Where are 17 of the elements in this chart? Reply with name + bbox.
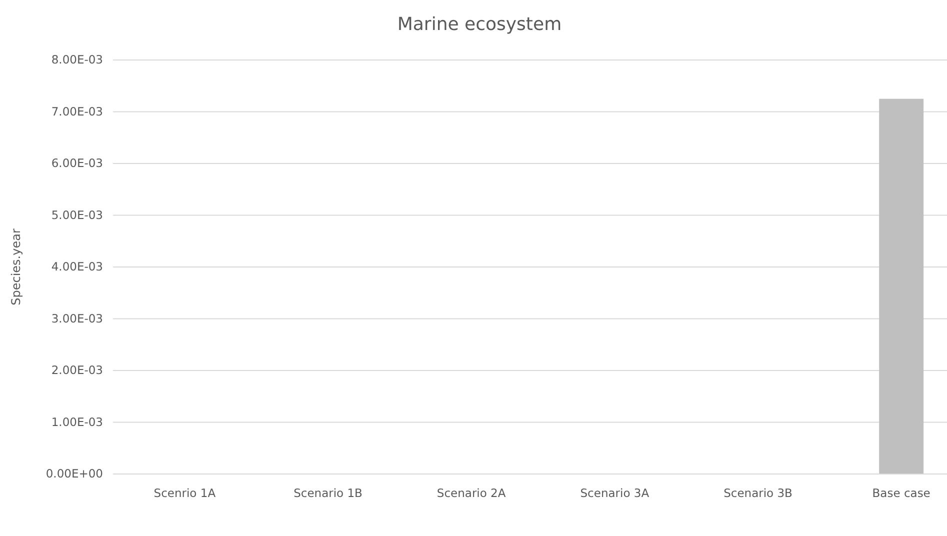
x-tick-label: Scenario 3A: [580, 486, 650, 500]
y-tick-label: 7.00E-03: [51, 104, 103, 118]
x-tick-label: Scenario 2A: [436, 486, 506, 500]
y-tick-label: 2.00E-03: [51, 363, 103, 378]
y-tick-label: 5.00E-03: [51, 208, 103, 222]
chart-title: Marine ecosystem: [397, 14, 562, 35]
y-tick-label: 0.00E+00: [46, 466, 103, 481]
y-tick-label: 3.00E-03: [51, 311, 103, 326]
x-tick-label: Scenrio 1A: [154, 486, 216, 500]
y-tick-label: 6.00E-03: [51, 156, 103, 170]
y-tick-label: 4.00E-03: [51, 260, 103, 274]
x-tick-label: Scenario 3B: [724, 486, 793, 500]
y-tick-label: 8.00E-03: [51, 52, 103, 67]
x-tick-label: Scenario 1B: [294, 486, 363, 500]
x-tick-label: Base case: [872, 486, 930, 500]
y-axis-title: Species.year: [9, 228, 23, 306]
y-tick-label: 1.00E-03: [51, 414, 103, 429]
